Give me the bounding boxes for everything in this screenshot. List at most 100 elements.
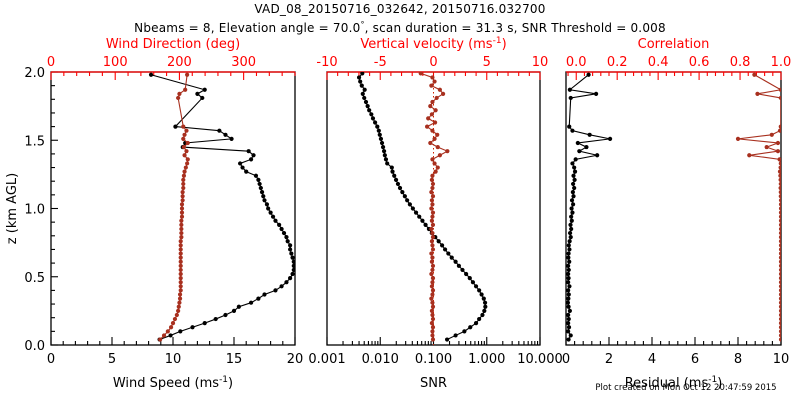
data-point bbox=[480, 312, 485, 318]
data-point bbox=[778, 247, 781, 252]
data-point bbox=[363, 99, 369, 105]
data-point bbox=[182, 153, 187, 158]
data-point bbox=[375, 124, 380, 129]
data-point bbox=[568, 222, 573, 227]
data-point bbox=[168, 325, 174, 330]
data-point bbox=[428, 104, 433, 109]
data-point bbox=[566, 316, 571, 322]
data-point bbox=[571, 173, 576, 178]
data-point bbox=[176, 304, 181, 309]
data-point bbox=[566, 329, 571, 334]
data-point bbox=[430, 292, 435, 297]
data-point bbox=[178, 255, 183, 260]
data-point bbox=[570, 210, 575, 215]
data-point bbox=[259, 190, 265, 195]
data-point bbox=[477, 316, 482, 322]
data-point bbox=[430, 316, 436, 322]
data-point bbox=[291, 259, 295, 264]
data-point bbox=[778, 255, 781, 260]
data-point bbox=[372, 120, 378, 125]
data-point bbox=[389, 165, 394, 170]
data-point bbox=[429, 284, 434, 289]
data-point bbox=[567, 87, 572, 92]
data-point bbox=[442, 247, 448, 252]
x-axis-tick-label: 4 bbox=[648, 352, 656, 367]
x-axis-title: SNR bbox=[420, 376, 447, 391]
data-point bbox=[258, 185, 263, 191]
data-point bbox=[570, 128, 575, 133]
data-point bbox=[360, 72, 365, 76]
data-point bbox=[179, 206, 185, 211]
data-point bbox=[567, 308, 572, 313]
data-point bbox=[181, 144, 187, 150]
data-point bbox=[566, 276, 571, 281]
data-point bbox=[397, 185, 403, 191]
data-point bbox=[595, 153, 600, 158]
data-point bbox=[437, 87, 442, 92]
y-axis-tick-label: 1.0 bbox=[24, 203, 45, 218]
data-point bbox=[778, 173, 781, 178]
data-point bbox=[202, 87, 207, 92]
data-point bbox=[430, 312, 435, 318]
data-point bbox=[778, 288, 781, 293]
data-point bbox=[262, 198, 267, 203]
data-point bbox=[430, 128, 435, 133]
data-point bbox=[178, 288, 183, 293]
data-point bbox=[393, 177, 399, 182]
data-point bbox=[405, 198, 410, 203]
data-point bbox=[575, 140, 580, 146]
data-point bbox=[430, 263, 436, 268]
data-point bbox=[569, 206, 574, 211]
data-point bbox=[178, 247, 183, 252]
data-point bbox=[251, 153, 256, 158]
top-axis-title: Wind Direction (deg) bbox=[106, 37, 240, 52]
data-point bbox=[257, 181, 262, 187]
data-point bbox=[176, 308, 181, 313]
y-axis-tick-label: 1.5 bbox=[24, 134, 45, 149]
data-point bbox=[356, 75, 362, 80]
data-point bbox=[181, 177, 186, 182]
data-point bbox=[440, 91, 446, 96]
top-axis-tick-label: 300 bbox=[231, 55, 256, 70]
data-point bbox=[178, 280, 183, 285]
data-point bbox=[385, 161, 390, 166]
data-point bbox=[566, 300, 571, 305]
data-point bbox=[570, 190, 575, 195]
data-point bbox=[168, 333, 173, 338]
x-axis-tick-label: 5 bbox=[108, 352, 116, 367]
x-axis-title: Residual (ms-1) bbox=[625, 375, 723, 391]
data-point bbox=[473, 321, 479, 326]
data-point bbox=[181, 124, 186, 129]
data-point bbox=[178, 263, 183, 268]
data-point bbox=[566, 271, 571, 277]
data-point bbox=[430, 325, 436, 330]
data-point bbox=[392, 173, 397, 178]
data-point bbox=[778, 222, 781, 227]
data-point bbox=[236, 304, 241, 309]
data-point bbox=[778, 185, 781, 191]
data-point bbox=[181, 181, 186, 187]
top-axis-tick-label: 0.2 bbox=[607, 55, 628, 70]
data-point bbox=[266, 206, 271, 211]
data-point bbox=[248, 157, 254, 162]
footer-timestamp: Plot created on Mon Oct 12 20:47:59 2015 bbox=[595, 383, 777, 393]
data-point bbox=[178, 259, 183, 264]
data-point bbox=[179, 210, 185, 215]
top-axis-tick-label: 10 bbox=[532, 55, 549, 70]
data-point bbox=[778, 181, 781, 187]
series-line-vertical-velocity bbox=[420, 72, 449, 340]
data-point bbox=[584, 144, 589, 150]
data-point bbox=[179, 218, 184, 223]
data-point bbox=[778, 259, 781, 264]
x-axis-tick-label: 15 bbox=[226, 352, 243, 367]
top-axis-tick-label: 0.6 bbox=[689, 55, 710, 70]
data-point bbox=[566, 312, 571, 318]
data-point bbox=[359, 83, 364, 88]
data-point bbox=[256, 177, 261, 182]
degree-symbol: ° bbox=[360, 20, 365, 29]
data-point bbox=[430, 75, 435, 80]
data-point bbox=[290, 255, 295, 260]
data-point bbox=[217, 128, 222, 133]
data-point bbox=[778, 218, 781, 223]
data-point bbox=[178, 267, 183, 273]
